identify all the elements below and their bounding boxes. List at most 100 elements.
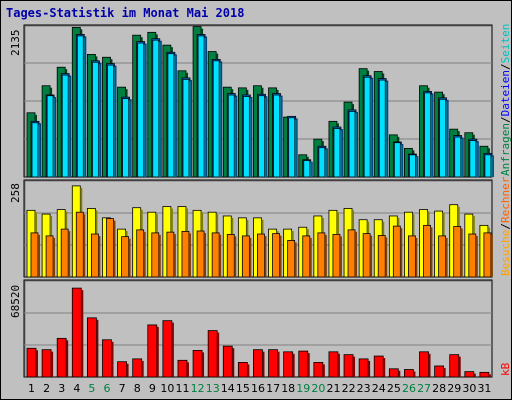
- bar-kb-8-shadow: [141, 360, 144, 377]
- bar-rechner-11-shadow: [188, 233, 191, 277]
- bar-seiten-20-shadow: [324, 149, 327, 177]
- bar-seiten-9-shadow: [158, 42, 161, 177]
- bar-kb-10-shadow: [171, 322, 174, 377]
- bar-kb-22-shadow: [353, 356, 356, 377]
- bar-rechner-16-shadow: [264, 236, 267, 277]
- bar-kb-13: [207, 330, 218, 378]
- x-tick-label: 3: [58, 382, 65, 395]
- bar-kb-21: [328, 351, 339, 378]
- bar-seiten-24-shadow: [385, 82, 388, 177]
- bar-rechner-6-shadow: [113, 220, 116, 277]
- bar-seiten-30-shadow: [475, 142, 478, 177]
- bar-kb-19-shadow: [307, 353, 310, 377]
- x-tick-label: 6: [104, 382, 111, 395]
- bar-rechner-11: [181, 230, 190, 278]
- bar-rechner-14-shadow: [234, 236, 237, 277]
- bar-kb-9: [147, 324, 158, 378]
- bar-kb-10: [162, 320, 173, 378]
- bar-seiten-30: [469, 140, 477, 178]
- bar-kb-14: [222, 345, 233, 378]
- bar-rechner-1-shadow: [38, 234, 40, 277]
- bar-rechner-7-shadow: [128, 238, 131, 277]
- bar-kb-26-shadow: [413, 371, 416, 377]
- bar-seiten-7-shadow: [128, 100, 131, 177]
- chart-title: Tages-Statistik im Monat Mai 2018: [6, 6, 245, 20]
- bar-seiten-2-shadow: [53, 97, 56, 177]
- bar-rechner-7: [121, 236, 129, 278]
- bar-rechner-31: [483, 232, 492, 278]
- bar-seiten-16-shadow: [264, 97, 267, 177]
- bar-rechner-10-shadow: [173, 234, 176, 277]
- bar-rechner-28: [438, 235, 447, 278]
- x-tick-label: 30: [462, 382, 476, 395]
- x-tick-label: 27: [417, 382, 431, 395]
- x-tick-label: 1: [28, 382, 35, 395]
- x-tick-label: 24: [372, 382, 386, 395]
- bar-rechner-25: [392, 225, 401, 278]
- bar-rechner-17: [272, 233, 280, 278]
- x-tick-label: 9: [149, 382, 156, 395]
- bar-kb-4-shadow: [81, 290, 84, 377]
- bar-kb-1: [26, 347, 37, 378]
- bar-kb-25: [388, 368, 399, 378]
- bar-rechner-13-shadow: [219, 234, 222, 277]
- bar-kb-19: [298, 350, 309, 378]
- bar-rechner-1: [30, 232, 39, 278]
- bar-rechner-29-shadow: [460, 228, 463, 277]
- bar-seiten-21: [333, 128, 341, 178]
- bar-rechner-5: [90, 233, 99, 278]
- bar-rechner-10: [166, 231, 175, 278]
- bar-seiten-7: [122, 98, 129, 178]
- bar-kb-18-shadow: [292, 353, 295, 377]
- bar-kb-11: [177, 359, 188, 378]
- x-tick-label: 18: [281, 382, 295, 395]
- bar-rechner-30: [468, 233, 477, 278]
- bar-rechner-15-shadow: [249, 237, 252, 277]
- bar-seiten-13-shadow: [219, 62, 222, 177]
- bar-rechner-23: [362, 233, 371, 278]
- x-tick-label: 16: [251, 382, 265, 395]
- bar-rechner-21-shadow: [339, 236, 342, 277]
- bar-kb-8: [132, 358, 143, 378]
- bar-kb-24-shadow: [383, 358, 386, 377]
- bar-kb-14-shadow: [232, 348, 235, 377]
- x-tick-label: 5: [88, 382, 95, 395]
- bar-seiten-8: [137, 42, 145, 178]
- bar-seiten-29: [454, 136, 462, 178]
- bar-kb-15-shadow: [247, 364, 250, 377]
- bar-seiten-10-shadow: [173, 55, 176, 177]
- x-tick-label: 22: [342, 382, 356, 395]
- bar-kb-31: [479, 371, 490, 378]
- bar-rechner-22-shadow: [355, 231, 358, 277]
- bar-seiten-19: [303, 160, 311, 178]
- bar-kb-16: [253, 349, 263, 378]
- bar-seiten-28: [439, 98, 447, 178]
- bar-kb-30: [464, 371, 475, 378]
- bar-seiten-4-shadow: [83, 37, 86, 178]
- bar-kb-28-shadow: [443, 367, 446, 377]
- x-tick-label: 7: [119, 382, 126, 395]
- bar-kb-6-shadow: [111, 341, 114, 377]
- bar-seiten-14: [227, 94, 235, 178]
- bar-seiten-5-shadow: [98, 64, 101, 177]
- bar-seiten-6-shadow: [113, 67, 116, 177]
- bar-kb-1-shadow: [36, 350, 38, 377]
- bar-rechner-14: [226, 233, 235, 278]
- bar-seiten-17: [273, 94, 280, 178]
- bar-seiten-12-shadow: [204, 37, 207, 178]
- bar-rechner-27-shadow: [430, 227, 433, 277]
- bar-seiten-22-shadow: [355, 113, 358, 177]
- bar-kb-3: [56, 337, 67, 378]
- bar-rechner-9: [151, 232, 160, 278]
- bar-rechner-9-shadow: [158, 234, 161, 277]
- bar-seiten-26: [409, 154, 416, 178]
- bar-seiten-3: [61, 74, 69, 178]
- bar-seiten-22: [348, 110, 356, 178]
- bar-seiten-1-shadow: [38, 124, 40, 177]
- bar-rechner-28-shadow: [445, 237, 448, 277]
- bar-seiten-17-shadow: [279, 96, 282, 177]
- bar-seiten-13: [212, 60, 220, 178]
- x-tick-label: 31: [477, 382, 491, 395]
- bar-seiten-27: [424, 92, 431, 178]
- x-tick-label: 26: [402, 382, 416, 395]
